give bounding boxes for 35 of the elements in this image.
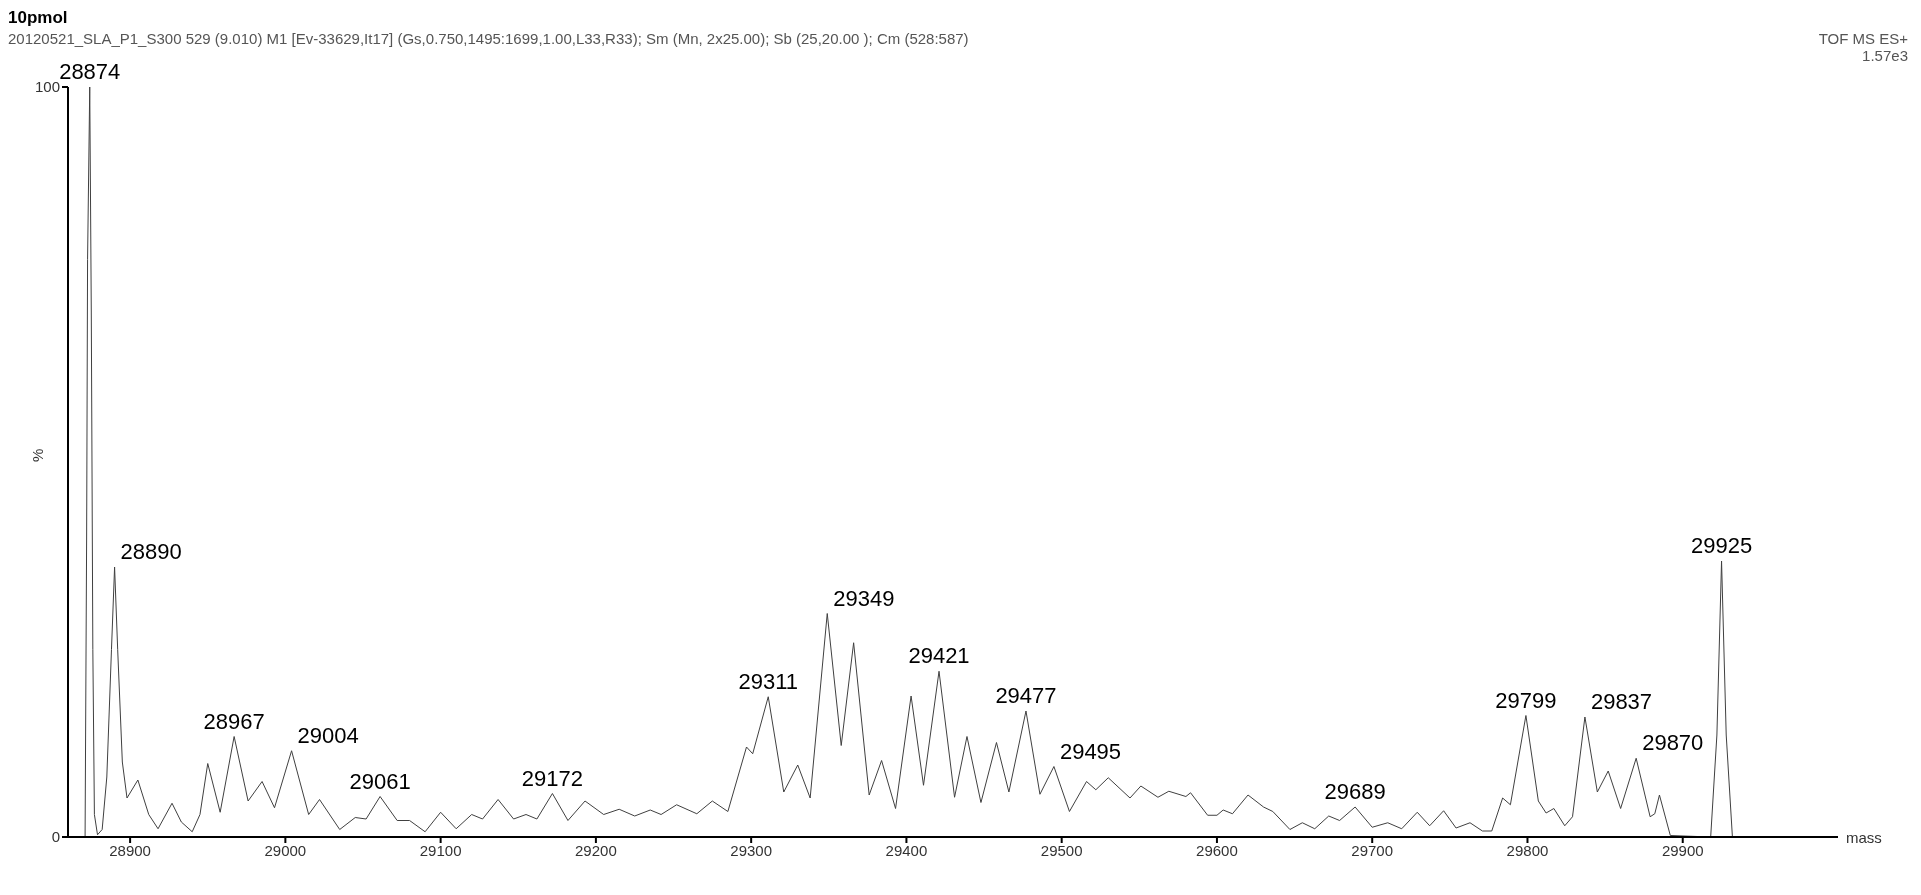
x-tick-label: 29500 bbox=[1040, 841, 1083, 859]
x-tick-label: 29100 bbox=[419, 841, 462, 859]
annotation: 29495 bbox=[1059, 738, 1122, 764]
annotation: 29689 bbox=[1324, 779, 1386, 804]
chart-title: 10pmol bbox=[8, 8, 69, 28]
text: TOF MS ES+ bbox=[1818, 30, 1908, 47]
annotation: 28890 bbox=[120, 539, 182, 564]
annotation: 29349 bbox=[833, 585, 895, 611]
annotation: 29837 bbox=[1590, 689, 1653, 714]
annotation: 28874 bbox=[59, 59, 121, 84]
x-tick-label: 29600 bbox=[1196, 841, 1238, 859]
annotation: 29061 bbox=[349, 768, 411, 794]
x-tick-label: 29200 bbox=[575, 841, 617, 859]
x-tick-label: 29400 bbox=[885, 841, 928, 859]
annotation: 28967 bbox=[203, 708, 265, 734]
x-tick-label: 29700 bbox=[1351, 841, 1394, 859]
y-axis-title: % bbox=[29, 448, 47, 462]
annotation: 29799 bbox=[1495, 687, 1557, 713]
x-tick-label: 29000 bbox=[264, 841, 307, 859]
x-tick-label: 28900 bbox=[109, 841, 151, 859]
annotation: 29004 bbox=[297, 722, 359, 748]
text: 1.57e3 bbox=[1861, 47, 1908, 64]
y-tick-label: 100 bbox=[34, 78, 60, 96]
annotation: 29477 bbox=[995, 683, 1057, 708]
annotation: 29311 bbox=[738, 668, 799, 694]
annotation: 29172 bbox=[521, 765, 584, 791]
x-tick-label: 29900 bbox=[1661, 841, 1704, 859]
annotation: 29421 bbox=[908, 643, 970, 669]
y-tick-label: 0 bbox=[51, 828, 60, 846]
x-tick-label: 29300 bbox=[730, 841, 773, 859]
annotation: 29925 bbox=[1690, 533, 1753, 558]
chart-subtitle: 20120521_SLA_P1_S300 529 (9.010) M1 [Ev-33629,It17] (Gs,0.750,1495:1699,1.00,L33,R33); Sm (Mn, 2x25.00); Sb (25,20.00 ); Cm (528:587) bbox=[8, 30, 969, 47]
x-tick-label: 29800 bbox=[1506, 841, 1549, 859]
annotation: 29870 bbox=[1642, 730, 1704, 756]
x-axis-title: mass bbox=[1846, 829, 1882, 847]
